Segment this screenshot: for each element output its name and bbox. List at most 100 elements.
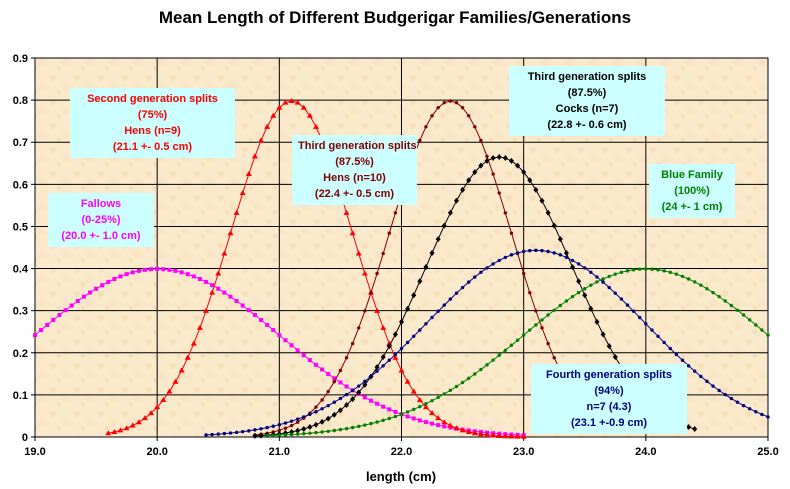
data-point xyxy=(735,400,740,404)
data-point xyxy=(155,267,160,272)
data-point xyxy=(398,367,405,373)
data-point xyxy=(271,328,276,333)
data-point xyxy=(87,290,92,295)
data-point xyxy=(337,407,343,414)
data-point xyxy=(502,154,508,161)
x-tick-label: 20.0 xyxy=(146,446,167,458)
data-point xyxy=(502,433,509,439)
data-point xyxy=(399,346,404,351)
data-point xyxy=(705,287,709,291)
data-point xyxy=(435,236,441,243)
y-axis: 0 0.1 0.2 0.3 0.4 0.5 0.6 0.7 0.8 0.9 xyxy=(13,53,35,444)
data-point xyxy=(295,417,300,421)
data-point xyxy=(754,323,758,327)
data-point xyxy=(472,169,478,176)
data-point xyxy=(412,407,416,412)
data-point xyxy=(399,412,404,416)
data-point xyxy=(312,123,319,129)
data-point xyxy=(418,404,422,409)
data-point xyxy=(362,395,367,400)
annotation-line: (0-25%) xyxy=(81,214,121,226)
data-point xyxy=(514,433,521,439)
data-point xyxy=(215,270,222,276)
data-point xyxy=(393,414,398,419)
data-point xyxy=(601,277,605,281)
data-point xyxy=(259,427,263,431)
data-point xyxy=(392,354,399,360)
data-point xyxy=(442,392,446,396)
data-point xyxy=(674,272,679,276)
data-point xyxy=(612,354,618,361)
data-point xyxy=(179,270,184,275)
y-tick-label: 0.7 xyxy=(13,137,28,149)
data-point xyxy=(638,267,642,271)
data-point xyxy=(197,276,202,281)
data-point xyxy=(589,283,593,287)
data-point xyxy=(295,427,301,434)
data-point xyxy=(314,430,318,435)
data-point xyxy=(600,331,606,338)
data-point xyxy=(650,328,654,332)
data-point xyxy=(735,308,740,312)
data-point xyxy=(436,423,441,428)
annotation-line: (22.8 +- 0.6 cm) xyxy=(547,119,627,131)
annotation-line: Fallows xyxy=(80,198,122,210)
data-point xyxy=(557,236,563,243)
data-point xyxy=(436,105,440,110)
data-point xyxy=(453,197,459,204)
data-point xyxy=(515,162,521,169)
data-point xyxy=(81,294,86,299)
data-point xyxy=(766,333,770,337)
data-point xyxy=(497,353,501,357)
data-point xyxy=(167,267,172,272)
data-point xyxy=(338,368,343,373)
data-point xyxy=(374,307,381,313)
data-point xyxy=(387,416,391,421)
annotation-fourth-gen: Fourth generation splits (94%) n=7 (4.3) (2… xyxy=(531,364,687,434)
data-point xyxy=(350,396,356,403)
data-point xyxy=(338,396,343,401)
data-point xyxy=(424,402,428,406)
x-tick-label: 23.0 xyxy=(513,446,534,458)
data-point xyxy=(717,388,721,393)
data-point xyxy=(546,249,550,254)
data-point xyxy=(607,274,611,279)
data-point xyxy=(551,222,557,229)
data-point xyxy=(723,392,727,397)
data-point xyxy=(313,421,319,428)
data-point xyxy=(619,297,624,301)
data-point xyxy=(423,264,429,271)
data-point xyxy=(546,341,550,346)
data-point xyxy=(357,326,361,330)
data-point xyxy=(362,381,368,388)
data-point xyxy=(527,177,533,184)
data-point xyxy=(503,255,508,260)
data-point xyxy=(453,425,460,431)
data-point xyxy=(307,358,312,363)
data-point xyxy=(325,415,331,422)
data-point xyxy=(283,426,288,430)
data-point xyxy=(552,356,556,360)
data-point xyxy=(424,125,428,129)
data-point xyxy=(436,395,440,400)
data-point xyxy=(680,274,685,279)
data-point xyxy=(766,415,770,419)
data-point xyxy=(350,388,355,393)
data-point xyxy=(94,286,99,291)
data-point xyxy=(410,388,417,394)
data-point xyxy=(540,326,544,330)
data-point xyxy=(129,422,136,428)
data-point xyxy=(471,430,478,436)
data-point xyxy=(509,253,514,257)
data-point xyxy=(552,308,556,312)
x-tick-label: 19.0 xyxy=(24,446,45,458)
data-point xyxy=(509,343,514,347)
data-point xyxy=(135,419,142,425)
annotation-line: Third generation splits xyxy=(527,71,647,83)
data-point xyxy=(375,369,379,373)
y-tick-label: 0.1 xyxy=(13,390,28,402)
data-point xyxy=(717,294,721,299)
data-point xyxy=(558,253,563,257)
data-point xyxy=(473,275,477,279)
data-point xyxy=(295,432,300,436)
